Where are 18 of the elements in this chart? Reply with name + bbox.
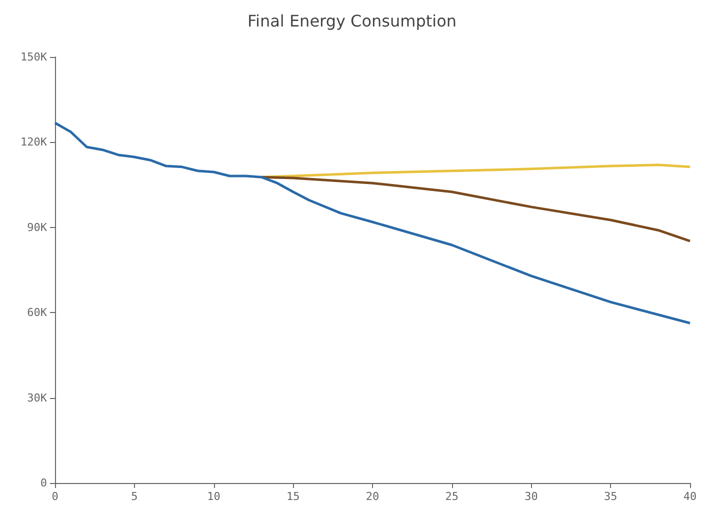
chart-title: Final Energy Consumption [247,12,457,30]
y-tick-label: 90K [27,220,48,234]
x-tick-label: 30 [524,490,538,503]
line-series [54,122,692,324]
x-tick-label: 15 [286,490,300,503]
y-tick-label: 60K [27,306,48,320]
x-tick-label: 20 [366,490,380,503]
x-tick-label: 5 [131,490,138,503]
x-tick-label: 35 [604,490,618,503]
y-tick-label: 120K [20,136,48,149]
line-series [260,176,692,242]
x-tick-label: 10 [207,490,220,503]
y-tick-label: 30K [27,391,48,404]
x-tick-label: 25 [445,490,458,503]
x-tick-label: 0 [52,490,58,503]
y-tick-label: 0 [40,476,47,490]
y-tick-label: 150K [20,50,48,64]
x-tick-label: 40 [683,490,697,503]
